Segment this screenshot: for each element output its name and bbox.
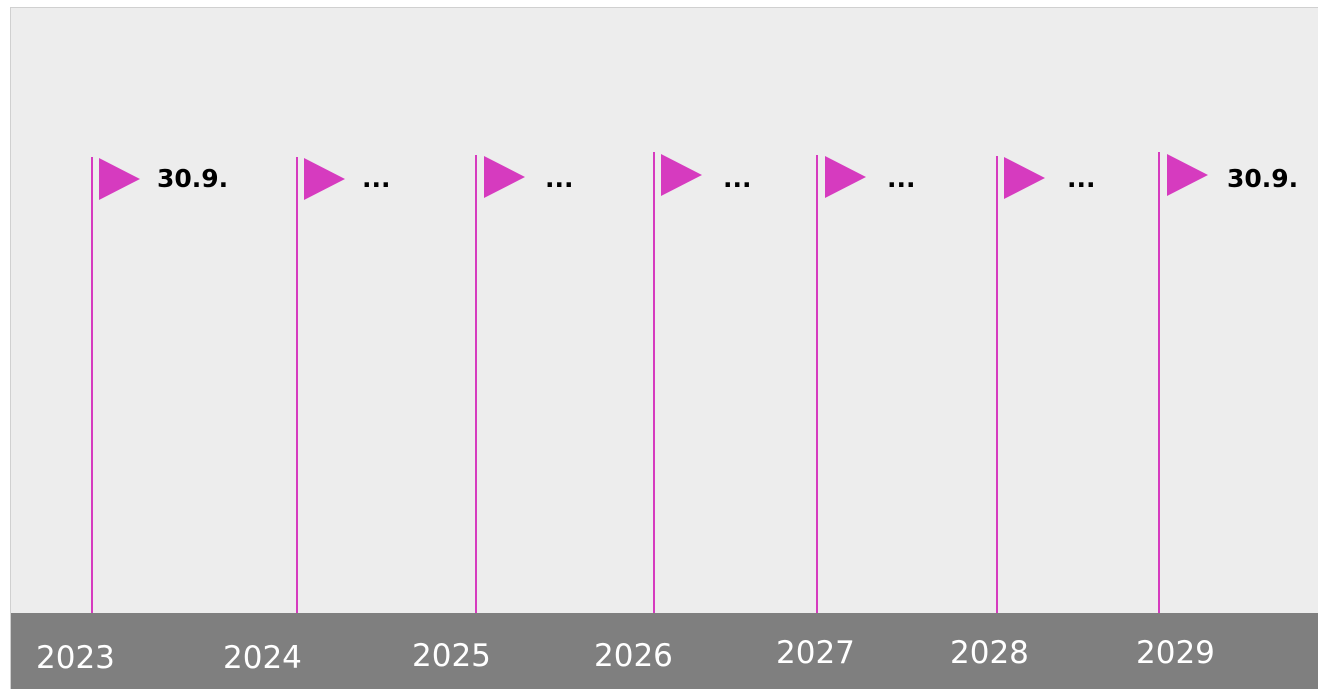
year-label: 2025 xyxy=(412,638,491,674)
milestone-pole xyxy=(296,157,298,613)
timeline-canvas xyxy=(10,7,1318,689)
milestone-pole xyxy=(91,157,93,613)
milestone-pole xyxy=(996,156,998,613)
flag-icon xyxy=(661,154,702,196)
milestone-pole xyxy=(653,152,655,613)
flag-icon xyxy=(304,158,345,200)
milestone-pole xyxy=(475,155,477,613)
milestone-label: ... xyxy=(545,164,574,193)
flag-icon xyxy=(825,156,866,198)
year-label: 2028 xyxy=(950,635,1029,671)
milestone-label: 30.9. xyxy=(157,164,229,193)
year-label: 2027 xyxy=(776,635,855,671)
year-label: 2026 xyxy=(594,638,673,674)
flag-icon xyxy=(99,158,140,200)
milestone-label: ... xyxy=(1067,164,1096,193)
milestone-label: ... xyxy=(723,164,752,193)
year-label: 2023 xyxy=(36,640,115,676)
flag-icon xyxy=(1004,157,1045,199)
year-label: 2024 xyxy=(223,640,302,676)
flag-icon xyxy=(1167,154,1208,196)
milestone-label: 30.9. xyxy=(1227,164,1299,193)
milestone-pole xyxy=(1158,152,1160,613)
milestone-pole xyxy=(816,155,818,613)
flag-icon xyxy=(484,156,525,198)
year-axis-bar xyxy=(11,613,1318,689)
year-label: 2029 xyxy=(1136,635,1215,671)
milestone-label: ... xyxy=(887,164,916,193)
milestone-label: ... xyxy=(362,164,391,193)
